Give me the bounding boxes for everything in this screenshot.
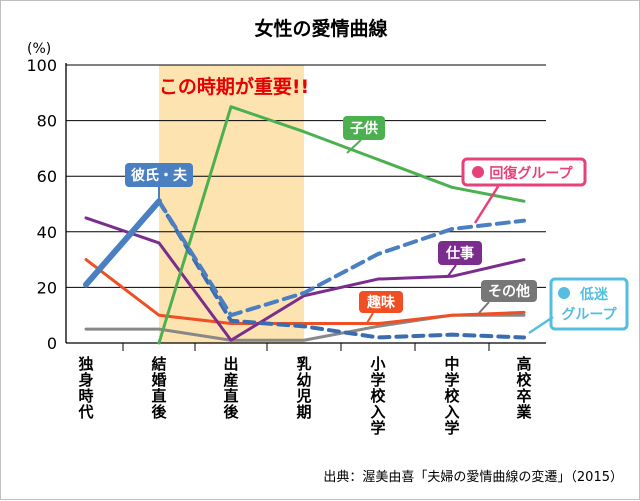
series-label-hobby: 趣味 xyxy=(359,291,403,313)
y-tick-label: 60 xyxy=(37,167,57,186)
x-tick-char: 児 xyxy=(295,387,311,405)
y-tick-label: 80 xyxy=(37,112,57,131)
series-label-children-text: 子供 xyxy=(350,120,378,137)
series-label-hobby-pointer xyxy=(366,312,374,324)
series-line-hobby xyxy=(84,258,526,326)
x-tick-char: 産 xyxy=(223,371,238,389)
x-tick-char: 学 xyxy=(444,371,459,389)
x-tick-char: 婚 xyxy=(151,371,166,389)
x-tick-char: 小 xyxy=(370,355,385,373)
x-tick-char: 高 xyxy=(516,355,531,373)
series-label-children-pointer xyxy=(346,139,362,154)
series-label-partner: 彼氏・夫 xyxy=(125,163,193,187)
series-label-other: その他 xyxy=(481,280,537,302)
series-label-children: 子供 xyxy=(343,116,385,140)
series-line-partner-solid xyxy=(83,198,162,288)
callout-decline-bullet xyxy=(558,287,570,299)
source-note: 出典：渥美由喜「夫婦の愛情曲線の変遷」（2015） xyxy=(323,469,623,485)
x-tick-label: 独身時代 xyxy=(77,355,93,421)
callout-decline-box xyxy=(549,277,629,331)
callout-decline-text-1: 低迷 xyxy=(579,286,609,303)
x-tick-label: 乳幼児期 xyxy=(295,355,311,421)
x-tick-char: 後 xyxy=(222,403,239,421)
x-tick-char: 独 xyxy=(78,355,93,373)
x-tick-char: 入 xyxy=(370,403,385,421)
x-tick-char: 入 xyxy=(444,403,459,421)
callout-recover-text: 回復グループ xyxy=(489,165,573,182)
x-tick-char: 中 xyxy=(444,355,459,373)
x-tick-char: 直 xyxy=(223,387,238,405)
x-tick-char: 学 xyxy=(370,419,385,437)
x-tick-char: 結 xyxy=(151,355,166,373)
series-label-other-text: その他 xyxy=(488,283,530,300)
x-tick-char: 業 xyxy=(515,403,532,421)
x-tick-char: 身 xyxy=(78,371,93,389)
chart-title: 女性の愛情曲線 xyxy=(254,17,387,40)
series-line-low-group xyxy=(157,199,526,340)
highlight-band xyxy=(159,65,304,343)
series-label-other-box xyxy=(481,280,537,302)
x-tick-label: 小学校入学 xyxy=(370,355,386,437)
series-label-work-pointer xyxy=(447,264,457,277)
series-label-hobby-text: 趣味 xyxy=(366,294,395,311)
x-tick-char: 学 xyxy=(370,371,385,389)
x-tick-char: 校 xyxy=(516,371,532,389)
series-line-children xyxy=(157,105,526,345)
y-tick-label: 40 xyxy=(37,223,57,242)
x-tick-char: 出 xyxy=(223,355,238,373)
x-tick-label: 高校卒業 xyxy=(515,355,532,421)
series-label-hobby-box xyxy=(359,291,403,313)
series-label-partner-box xyxy=(125,163,193,187)
y-tick-label: 100 xyxy=(26,56,57,75)
y-tick-label: 0 xyxy=(47,334,57,353)
series-label-partner-text: 彼氏・夫 xyxy=(131,167,188,184)
x-tick-label: 出産直後 xyxy=(222,355,239,421)
series-label-work-text: 仕事 xyxy=(445,245,474,262)
series-line-partner-dashed xyxy=(157,199,526,318)
highlight-label: この時期が重要!! xyxy=(159,75,309,98)
callout-recover: 回復グループ xyxy=(461,157,587,187)
y-tick-label: 20 xyxy=(37,278,57,297)
callout-decline-pointer xyxy=(528,315,554,335)
series-label-other-pointer xyxy=(478,301,490,314)
x-tick-char: 卒 xyxy=(516,387,531,405)
series-label-children-box xyxy=(343,116,385,140)
x-tick-char: 後 xyxy=(150,403,167,421)
y-axis-unit: (%) xyxy=(27,41,51,57)
x-tick-char: 校 xyxy=(444,387,460,405)
plot-layer: 020406080100独身時代結婚直後出産直後乳幼児期小学校入学中学校入学高校… xyxy=(26,56,629,437)
x-tick-char: 代 xyxy=(77,403,93,421)
x-tick-label: 中学校入学 xyxy=(444,355,460,437)
series-line-work xyxy=(84,216,526,342)
callout-recover-box xyxy=(461,157,587,187)
series-label-work-box xyxy=(438,241,482,265)
callout-decline-text-2: グループ xyxy=(561,306,617,323)
x-tick-char: 乳 xyxy=(296,355,311,373)
x-tick-label: 結婚直後 xyxy=(150,355,167,421)
x-tick-char: 幼 xyxy=(296,371,311,389)
x-tick-char: 時 xyxy=(78,387,93,405)
callout-recover-pointer xyxy=(473,184,501,224)
x-tick-char: 学 xyxy=(444,419,459,437)
callout-recover-bullet xyxy=(472,166,484,178)
x-tick-char: 直 xyxy=(151,387,166,405)
x-tick-char: 校 xyxy=(370,387,386,405)
x-tick-char: 期 xyxy=(296,403,311,421)
series-label-work: 仕事 xyxy=(438,241,482,265)
